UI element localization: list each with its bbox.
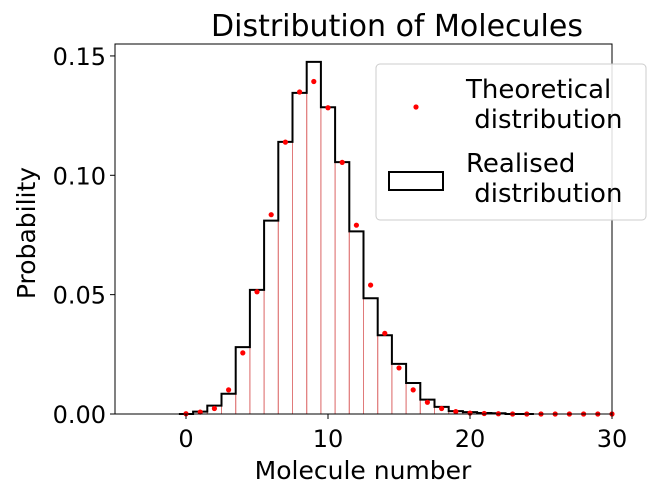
theoretical-point bbox=[396, 365, 402, 371]
legend-theoretical-marker bbox=[413, 104, 419, 110]
theoretical-point bbox=[424, 399, 430, 405]
x-axis-label: Molecule number bbox=[255, 456, 472, 485]
theoretical-point bbox=[197, 409, 203, 415]
plot-area bbox=[178, 60, 615, 417]
y-axis-ticks: 0.00 0.05 0.10 0.15 bbox=[53, 43, 115, 429]
theoretical-point bbox=[382, 330, 388, 336]
theoretical-point bbox=[226, 387, 232, 393]
y-axis-label: Probability bbox=[12, 167, 41, 299]
theoretical-point bbox=[453, 409, 459, 415]
axes-frame bbox=[114, 43, 613, 415]
theoretical-point bbox=[268, 212, 274, 218]
theoretical-point bbox=[353, 222, 359, 228]
legend-theoretical-label: Theoretical distribution bbox=[465, 75, 622, 135]
theoretical-point bbox=[311, 78, 317, 85]
x-tick-label: 20 bbox=[455, 425, 486, 453]
theoretical-point bbox=[282, 139, 288, 145]
y-tick-label: 0.15 bbox=[53, 43, 106, 71]
legend: Theoretical distribution Realised distrib… bbox=[375, 63, 647, 221]
y-tick-label: 0.05 bbox=[53, 282, 106, 310]
theoretical-point bbox=[254, 289, 260, 295]
theoretical-point bbox=[339, 159, 345, 165]
realised-distribution-line bbox=[178, 60, 534, 415]
theoretical-point bbox=[325, 105, 331, 111]
y-tick-label: 0.00 bbox=[53, 401, 106, 429]
legend-realised-swatch bbox=[388, 171, 444, 191]
chart-title: Distribution of Molecules bbox=[211, 9, 583, 44]
x-tick-label: 30 bbox=[597, 425, 628, 453]
theoretical-point bbox=[240, 350, 246, 356]
y-tick-label: 0.10 bbox=[53, 162, 106, 190]
x-tick-label: 10 bbox=[313, 425, 344, 453]
theoretical-point bbox=[410, 387, 416, 393]
x-tick-label: 0 bbox=[178, 425, 193, 453]
legend-realised-label: Realised distribution bbox=[466, 149, 622, 209]
theoretical-point bbox=[439, 405, 445, 412]
theoretical-point bbox=[211, 405, 217, 412]
theoretical-point bbox=[368, 282, 374, 288]
x-axis-ticks: 0 10 20 30 bbox=[178, 414, 627, 453]
theoretical-point bbox=[297, 89, 303, 95]
